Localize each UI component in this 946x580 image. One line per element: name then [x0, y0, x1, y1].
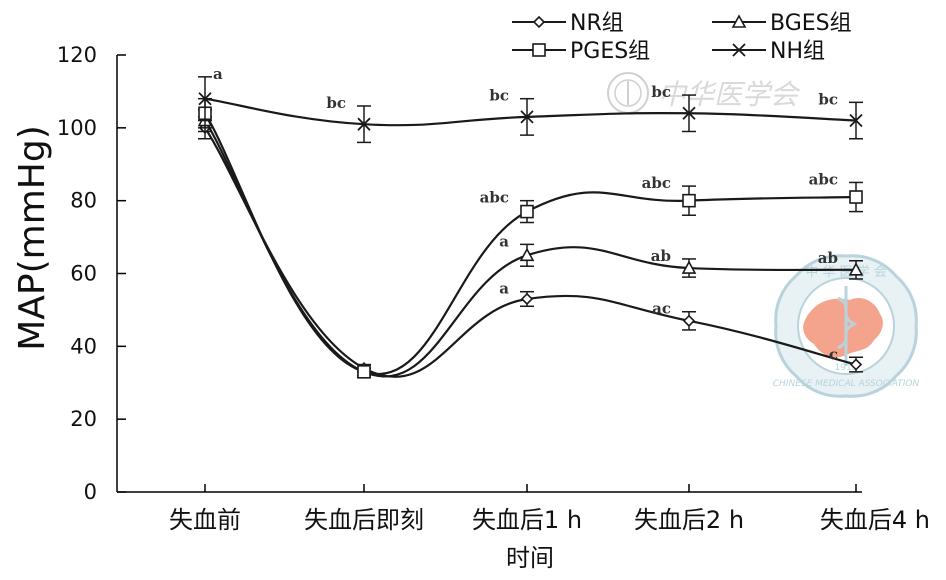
significance-label: abc — [642, 174, 671, 192]
data-point — [849, 113, 863, 128]
data-point — [357, 365, 371, 379]
seal-watermark: 中 华 医 学 会 CHINESE MEDICAL ASSOCIATION 19… — [773, 254, 920, 398]
x-tick-label: 失血后即刻 — [304, 506, 424, 534]
legend-item: NH组 — [712, 39, 825, 64]
data-point — [357, 117, 371, 131]
series-line — [204, 112, 857, 376]
series-0 — [198, 116, 863, 378]
data-point — [681, 260, 697, 274]
legend-item: NR组 — [512, 11, 624, 36]
significance-label: bc — [489, 87, 509, 105]
china-map-icon — [803, 297, 883, 358]
significance-label: a — [213, 65, 223, 83]
significance-label: abc — [809, 170, 838, 188]
series-3 — [198, 76, 863, 144]
significance-label: abc — [480, 189, 509, 207]
data-point — [682, 106, 696, 120]
significance-label: bc — [326, 94, 346, 112]
legend-label: BGES组 — [770, 11, 852, 36]
data-point — [520, 204, 534, 219]
data-point — [198, 92, 212, 106]
significance-label: bc — [651, 83, 671, 101]
y-tick-label: 100 — [57, 116, 97, 140]
significance-label: ab — [818, 249, 838, 267]
y-tick-label: 0 — [84, 480, 97, 504]
data-point — [520, 110, 534, 124]
significance-label: c — [829, 345, 838, 363]
series-1 — [197, 108, 864, 378]
seal-year: 1915 — [835, 363, 858, 373]
x-tick-label: 失血前 — [169, 506, 241, 534]
legend-item: BGES组 — [712, 11, 852, 36]
y-tick-label: 40 — [70, 334, 97, 358]
y-tick-label: 120 — [57, 43, 97, 67]
watermark: 中华医学会 — [607, 72, 801, 114]
significance-label: ab — [651, 247, 671, 265]
data-point — [849, 190, 863, 204]
y-axis-title: MAP(mmHg) — [12, 125, 53, 351]
y-tick-label: 20 — [70, 407, 97, 431]
legend-label: NR组 — [570, 11, 624, 36]
data-point — [520, 292, 534, 306]
significance-label: a — [499, 280, 509, 298]
legend-item: PGES组 — [512, 39, 650, 64]
y-tick-label: 60 — [70, 262, 97, 286]
series-layer — [197, 76, 864, 379]
data-point — [682, 193, 696, 208]
y-tick-label: 80 — [70, 189, 97, 213]
legend-label: PGES组 — [570, 39, 650, 64]
legend-marker-icon — [732, 43, 746, 57]
seal-top-text: 中 华 医 学 会 — [805, 264, 887, 280]
x-tick-label: 失血后2 h — [634, 506, 744, 534]
data-point — [848, 262, 864, 276]
x-tick-label: 失血后1 h — [472, 506, 582, 534]
legend-label: NH组 — [770, 39, 825, 64]
axes: 0 20 40 60 80 100 120 失血前 失血后即刻 失血后1 h 失血后2 h 失血后4… — [57, 43, 930, 534]
data-point — [682, 314, 696, 327]
series-line — [204, 127, 857, 378]
legend-marker-icon — [532, 43, 546, 57]
watermark-emblem-icon — [607, 72, 649, 114]
significance-label: a — [499, 232, 509, 250]
seal-ring-text: CHINESE MEDICAL ASSOCIATION — [773, 379, 920, 389]
watermark-text: 中华医学会 — [658, 78, 801, 111]
legend: NR组 BGES组 PGES组 NH组 — [512, 11, 852, 64]
significance-label: bc — [818, 90, 838, 108]
legend-marker-icon — [532, 15, 546, 29]
legend-marker-icon — [731, 14, 747, 28]
data-point — [519, 247, 535, 262]
x-tick-label: 失血后4 h — [820, 506, 930, 534]
data-point — [849, 358, 863, 371]
significance-label: ac — [652, 300, 671, 318]
x-axis-title: 时间 — [506, 544, 554, 572]
series-2 — [198, 97, 863, 379]
